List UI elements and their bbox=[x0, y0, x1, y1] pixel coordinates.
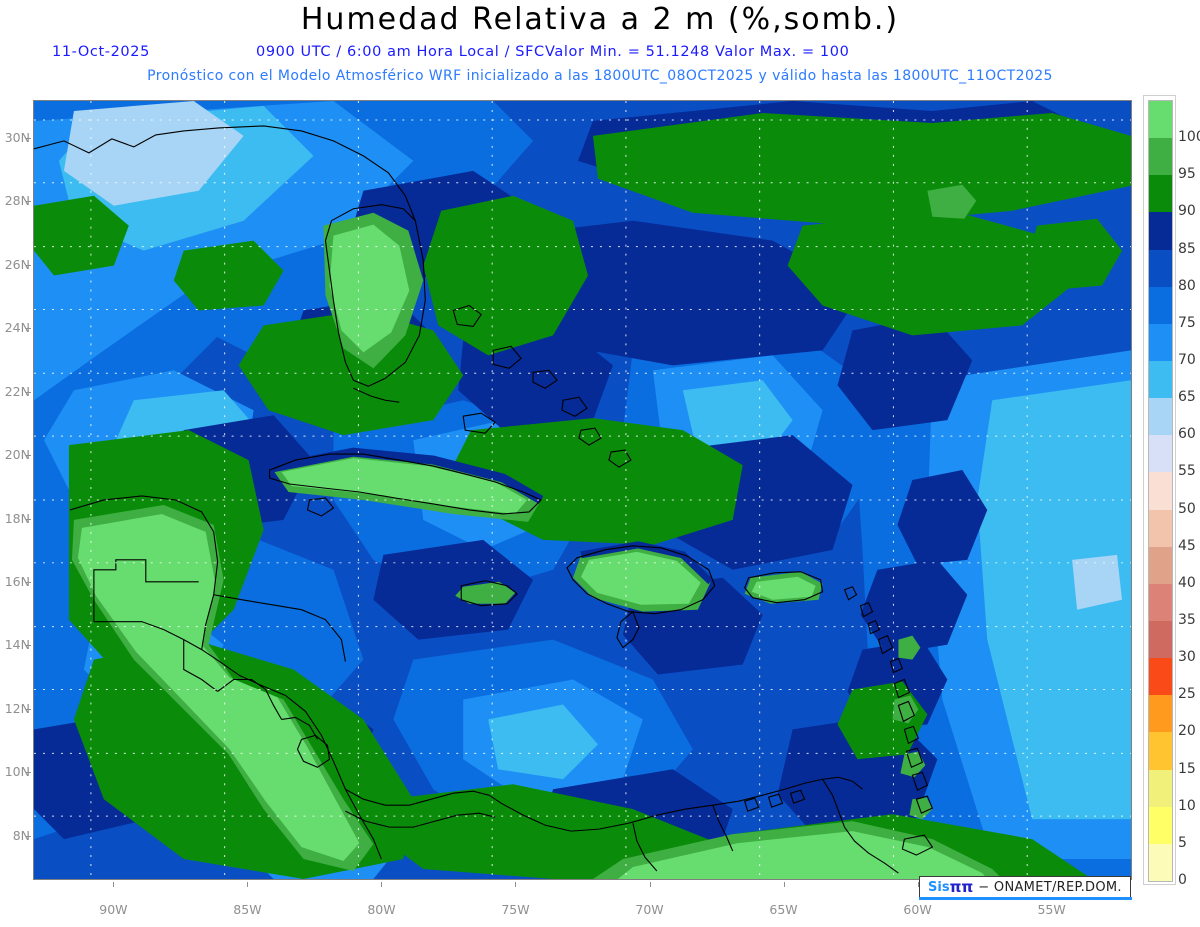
colorbar-segment[interactable] bbox=[1149, 769, 1172, 807]
lon-tick-label: 65W bbox=[769, 902, 798, 917]
forecast-time: 0900 UTC / 6:00 am Hora Local / SFC bbox=[256, 44, 545, 60]
lat-tick-mark bbox=[26, 264, 31, 266]
colorbar-segment[interactable] bbox=[1149, 583, 1172, 621]
colorbar-tick-label: 20 bbox=[1178, 723, 1196, 740]
colorbar-tick-label: 70 bbox=[1178, 352, 1196, 368]
lon-tick-label: 70W bbox=[635, 902, 664, 917]
lat-tick-label: 16N bbox=[4, 573, 30, 589]
logo-sis-text: Sis bbox=[928, 879, 950, 895]
colorbar-segment[interactable] bbox=[1149, 323, 1172, 361]
lat-tick-mark bbox=[26, 455, 31, 457]
lon-tick-mark bbox=[113, 882, 115, 887]
lat-tick-mark bbox=[26, 581, 31, 583]
lon-tick-label: 75W bbox=[501, 902, 530, 917]
forecast-date: 11-Oct-2025 bbox=[52, 44, 150, 60]
map-plot-area[interactable] bbox=[33, 100, 1132, 880]
page-title: Humedad Relativa a 2 m (%,somb.) bbox=[300, 2, 900, 37]
colorbar-tick-label: 45 bbox=[1178, 537, 1196, 554]
lat-tick-label: 14N bbox=[4, 637, 30, 653]
lat-tick-label: 24N bbox=[4, 320, 30, 336]
logo-pi-icon: ππ bbox=[949, 878, 974, 896]
colorbar-segment[interactable] bbox=[1149, 101, 1172, 139]
colorbar-tick-label: 85 bbox=[1178, 240, 1196, 257]
colorbar-tick-label: 75 bbox=[1178, 314, 1196, 331]
colorbar-tick-label: 50 bbox=[1178, 500, 1196, 517]
colorbar-segment[interactable] bbox=[1149, 472, 1172, 510]
colorbar-tick-label: 5 bbox=[1178, 834, 1187, 851]
colorbar-tick-label: 35 bbox=[1178, 612, 1196, 628]
colorbar-tick-label: 30 bbox=[1178, 649, 1196, 666]
lat-tick-mark bbox=[26, 518, 31, 520]
lat-tick-label: 30N bbox=[4, 130, 30, 146]
lon-tick-mark bbox=[649, 882, 651, 887]
humidity-contour-map bbox=[34, 101, 1131, 879]
colorbar[interactable] bbox=[1148, 100, 1173, 882]
colorbar-segment[interactable] bbox=[1149, 732, 1172, 770]
lat-tick-label: 26N bbox=[4, 256, 30, 272]
value-range: Valor Min. = 51.1248 Valor Max. = 100 bbox=[545, 44, 850, 60]
colorbar-tick-label: 10 bbox=[1178, 797, 1196, 814]
colorbar-segment[interactable] bbox=[1149, 806, 1172, 844]
lat-tick-mark bbox=[26, 391, 31, 393]
provider-logo: Sis ππ − ONAMET/REP.DOM. bbox=[919, 876, 1131, 898]
map-gridlines bbox=[34, 101, 1131, 879]
logo-underline bbox=[919, 897, 1132, 900]
lon-tick-mark bbox=[247, 882, 249, 887]
colorbar-tick-label: 100 bbox=[1178, 129, 1200, 146]
colorbar-tick-label: 15 bbox=[1178, 760, 1196, 777]
lat-tick-label: 20N bbox=[4, 447, 30, 463]
lon-tick-mark bbox=[515, 882, 517, 887]
logo-agency-text: − ONAMET/REP.DOM. bbox=[978, 879, 1122, 895]
colorbar-segment[interactable] bbox=[1149, 398, 1172, 436]
lon-tick-label: 80W bbox=[367, 902, 396, 917]
colorbar-segment[interactable] bbox=[1149, 509, 1172, 547]
colorbar-tick-label: 40 bbox=[1178, 574, 1196, 591]
lat-tick-label: 10N bbox=[4, 764, 30, 780]
lat-tick-label: 8N bbox=[12, 827, 30, 843]
lon-tick-mark bbox=[783, 882, 785, 887]
lat-tick-mark bbox=[26, 708, 31, 710]
lat-tick-label: 22N bbox=[4, 383, 30, 399]
model-note: Pronóstico con el Modelo Atmosférico WRF… bbox=[147, 68, 1053, 84]
lon-tick-mark bbox=[917, 882, 919, 887]
lon-tick-label: 55W bbox=[1037, 902, 1066, 917]
lat-tick-label: 28N bbox=[4, 193, 30, 209]
lat-tick-mark bbox=[26, 201, 31, 203]
colorbar-tick-label: 60 bbox=[1178, 426, 1196, 443]
colorbar-tick-label: 90 bbox=[1178, 203, 1196, 220]
lat-tick-mark bbox=[26, 328, 31, 330]
colorbar-segment[interactable] bbox=[1149, 695, 1172, 733]
colorbar-tick-label: 55 bbox=[1178, 463, 1196, 480]
colorbar-segment[interactable] bbox=[1149, 621, 1172, 659]
colorbar-tick-label: 25 bbox=[1178, 686, 1196, 703]
colorbar-segment[interactable] bbox=[1149, 249, 1172, 287]
colorbar-segment[interactable] bbox=[1149, 175, 1172, 213]
lon-tick-label: 85W bbox=[233, 902, 262, 917]
colorbar-tick-label: 65 bbox=[1178, 389, 1196, 406]
lon-tick-label: 90W bbox=[99, 902, 128, 917]
colorbar-segment[interactable] bbox=[1149, 138, 1172, 176]
colorbar-segment[interactable] bbox=[1149, 286, 1172, 324]
lat-tick-mark bbox=[26, 645, 31, 647]
colorbar-segment[interactable] bbox=[1149, 212, 1172, 250]
lon-tick-mark bbox=[381, 882, 383, 887]
colorbar-tick-label: 0 bbox=[1178, 872, 1187, 888]
colorbar-segment[interactable] bbox=[1149, 658, 1172, 696]
colorbar-segment[interactable] bbox=[1149, 435, 1172, 473]
lat-tick-mark bbox=[26, 772, 31, 774]
colorbar-tick-label: 95 bbox=[1178, 166, 1196, 183]
lat-tick-label: 18N bbox=[4, 510, 30, 526]
colorbar-segment[interactable] bbox=[1149, 361, 1172, 399]
colorbar-tick-label: 80 bbox=[1178, 277, 1196, 294]
lat-tick-label: 12N bbox=[4, 700, 30, 716]
colorbar-segment[interactable] bbox=[1149, 843, 1172, 881]
lon-tick-label: 60W bbox=[903, 902, 932, 917]
lat-tick-mark bbox=[26, 138, 31, 140]
colorbar-segment[interactable] bbox=[1149, 546, 1172, 584]
lat-tick-mark bbox=[26, 835, 31, 837]
